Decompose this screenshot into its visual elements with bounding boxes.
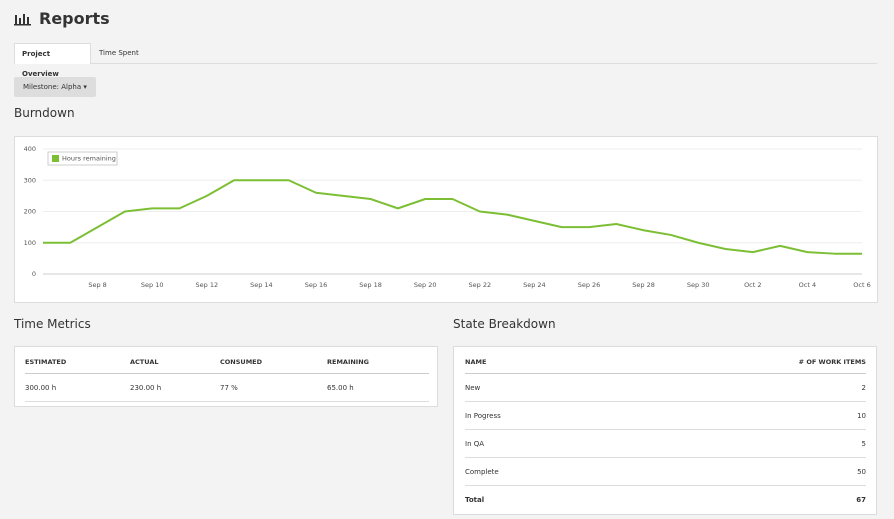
- column-header: # OF WORK ITEMS: [603, 351, 866, 374]
- header-row: ESTIMATED ACTUAL CONSUMED REMAINING: [25, 351, 429, 374]
- x-tick-label: Oct 2: [744, 281, 762, 289]
- tab[interactable]: Project Overview: [14, 43, 91, 78]
- time-metrics-table: ESTIMATED ACTUAL CONSUMED REMAINING 300.00 h…: [25, 351, 429, 402]
- cell: 2: [603, 373, 866, 402]
- column-header: ESTIMATED: [25, 351, 130, 374]
- x-tick-label: Sep 8: [88, 281, 107, 289]
- x-tick-label: Sep 30: [686, 281, 710, 289]
- time-metrics-panel: ESTIMATED ACTUAL CONSUMED REMAINING 300.00 h…: [14, 346, 438, 407]
- state-breakdown-panel: NAME # OF WORK ITEMS New 2 In Pogress 10 In QA…: [453, 346, 877, 515]
- section-title: Burndown: [14, 106, 75, 120]
- section-title: Time Metrics: [14, 317, 91, 331]
- cell: 50: [603, 457, 866, 486]
- x-tick-label: Sep 14: [250, 281, 273, 289]
- milestone-label: Milestone: Alpha: [23, 83, 82, 91]
- x-tick-label: Sep 26: [577, 281, 601, 289]
- state-breakdown-table: NAME # OF WORK ITEMS New 2 In Pogress 10 In QA…: [465, 351, 866, 513]
- cell: New: [465, 373, 604, 402]
- y-tick-label: 0: [32, 270, 36, 278]
- column-header: CONSUMED: [220, 351, 327, 374]
- line: [43, 179, 862, 255]
- column-header: NAME: [465, 351, 604, 374]
- row: Complete 50: [465, 457, 866, 486]
- row: New 2: [465, 373, 866, 402]
- x-tick-label: Oct 4: [798, 281, 817, 289]
- row: 300.00 h 230.00 h 77 % 65.00 h: [25, 373, 429, 402]
- cell: 65.00 h: [327, 373, 429, 402]
- x-tick-label: Sep 18: [359, 281, 382, 289]
- y-tick-label: 200: [24, 208, 36, 216]
- cell: 300.00 h: [25, 373, 130, 402]
- legend-swatch: [52, 155, 59, 162]
- row: In Pogress 10: [465, 401, 866, 430]
- page-title: Reports: [39, 9, 110, 28]
- section-title: State Breakdown: [453, 317, 556, 331]
- row: In QA 5: [465, 429, 866, 458]
- cell: 67: [856, 495, 866, 504]
- x-tick-label: Sep 28: [632, 281, 655, 289]
- cell: Complete: [465, 457, 604, 486]
- tab-divider: [14, 63, 877, 64]
- y-tick-label: 100: [24, 239, 36, 247]
- cell: 230.00 h: [130, 373, 220, 402]
- header-row: NAME # OF WORK ITEMS: [465, 351, 866, 374]
- x-tick-label: Oct 6: [853, 281, 871, 289]
- milestone-button[interactable]: Milestone: Alpha ▾: [14, 77, 96, 97]
- tab[interactable]: Time Spent: [99, 49, 139, 57]
- legend-label: Hours remaining: [62, 155, 116, 163]
- x-tick-label: Sep 22: [468, 281, 492, 289]
- cell: 10: [603, 401, 866, 430]
- x-tick-label: Sep 16: [304, 281, 328, 289]
- legend-box: [47, 151, 118, 166]
- total-row: Total 67: [465, 486, 866, 514]
- x-tick-label: Sep 12: [195, 281, 219, 289]
- x-tick-label: Sep 20: [413, 281, 437, 289]
- chart: 0 100 200 300 400 Hours remaining: [24, 145, 862, 278]
- chart-panel: 0 100 200 300 400 Hours remaining Sep 8 Sep 10…: [14, 136, 878, 303]
- cell: 5: [603, 429, 866, 458]
- cell: In Pogress: [465, 401, 604, 430]
- y-tick-label: 400: [24, 145, 36, 153]
- cell: Total: [465, 495, 485, 504]
- cell: In QA: [465, 429, 604, 458]
- x-tick-label: Sep 10: [140, 281, 164, 289]
- reports-icon: [14, 14, 31, 26]
- cell: 77 %: [220, 373, 327, 402]
- column-header: ACTUAL: [130, 351, 220, 374]
- x-tick-label: Sep 24: [523, 281, 546, 289]
- column-header: REMAINING: [327, 351, 429, 374]
- y-tick-label: 300: [24, 176, 36, 184]
